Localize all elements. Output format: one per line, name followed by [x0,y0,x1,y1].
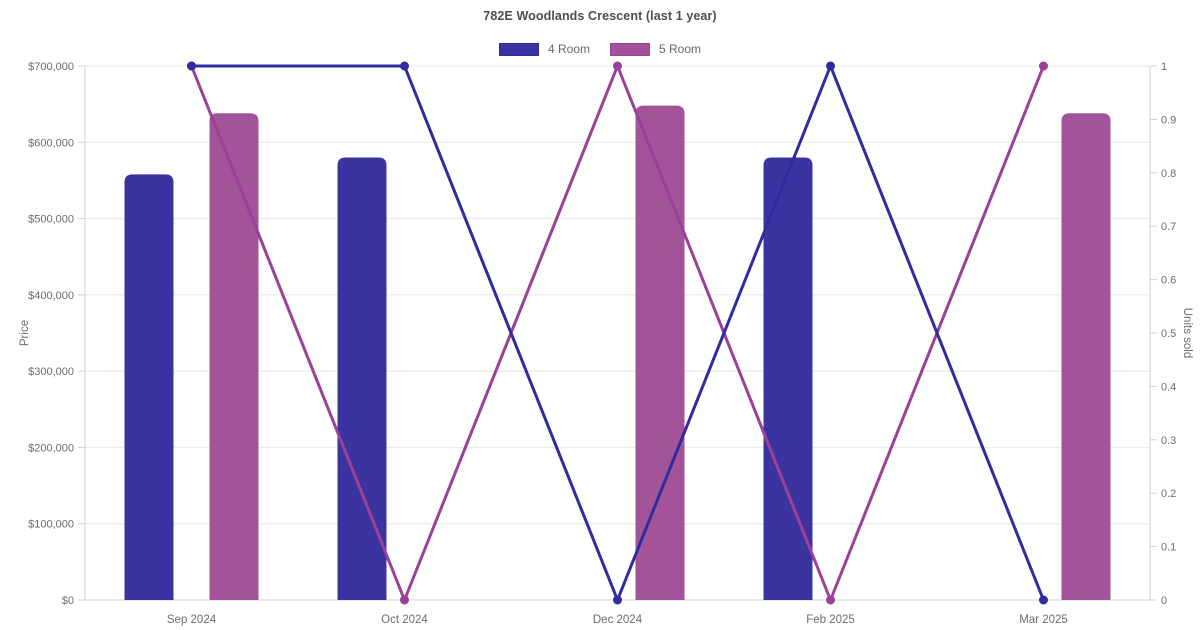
legend-label-5-room: 5 Room [659,42,702,56]
line-4-room [187,61,1048,605]
y-right-tick-label: 0.5 [1161,328,1176,340]
data-point-4-room-4[interactable] [1039,595,1048,605]
y-left-axis-title: Price [19,320,31,346]
y-left-tick-label: $400,000 [28,290,74,302]
axes: $0 $100,000 $200,000 $300,000 $400,000 $500,0… [19,61,1193,626]
y-right-tick-label: 0.2 [1161,488,1176,500]
line-5-room [187,61,1048,605]
y-right-tick-label: 0.1 [1161,542,1176,554]
x-tick-label: Dec 2024 [593,614,643,626]
y-left-tick-label: $700,000 [28,61,74,73]
y-right-tick-label: 1 [1161,61,1167,73]
legend-swatch-4-room [498,42,539,56]
y-right-tick-label: 0.4 [1161,381,1176,393]
y-right-tick-label: 0 [1161,595,1167,607]
y-right-tick-label: 0.9 [1161,114,1176,126]
y-left-tick-label: $0 [62,595,74,607]
chart-legend: 4 Room 5 Room [0,42,1200,56]
bar-4-room-0[interactable] [124,174,174,600]
bar-4-room-3[interactable] [763,157,813,601]
data-point-5-room-3[interactable] [826,595,835,605]
data-point-4-room-3[interactable] [826,61,835,71]
data-point-5-room-4[interactable] [1039,61,1048,71]
legend-swatch-5-room [610,42,650,56]
data-point-5-room-2[interactable] [613,61,622,71]
chart-title: 782E Woodlands Crescent (last 1 year) [483,9,717,23]
legend-item-4-room[interactable]: 4 Room [498,42,590,56]
data-point-4-room-2[interactable] [613,595,622,605]
bar-4-room-1[interactable] [337,157,387,601]
x-tick-label: Mar 2025 [1019,614,1068,626]
data-point-5-room-1[interactable] [400,595,409,605]
y-right-axis-title: Units sold [1181,308,1193,359]
bars-4-room [124,157,813,601]
bars-5-room [209,105,1111,600]
data-point-4-room-0[interactable] [187,61,196,71]
y-right-tick-label: 0.3 [1161,435,1176,447]
y-left-tick-label: $500,000 [28,214,74,226]
y-right-tick-label: 0.7 [1161,221,1176,233]
y-left-tick-label: $600,000 [28,137,74,149]
y-left-tick-label: $300,000 [28,366,74,378]
bar-5-room-0[interactable] [209,113,259,600]
data-point-4-room-1[interactable] [400,61,409,71]
y-right-tick-label: 0.6 [1161,275,1176,287]
bar-5-room-2[interactable] [635,105,685,600]
legend-label-4-room: 4 Room [547,42,590,56]
bar-5-room-4[interactable] [1061,113,1111,600]
y-left-tick-label: $100,000 [28,519,74,531]
y-left-tick-label: $200,000 [28,442,74,454]
gridlines [85,65,1150,601]
legend-item-5-room[interactable]: 5 Room [610,42,701,56]
x-tick-label: Oct 2024 [381,614,428,626]
y-right-tick-label: 0.8 [1161,168,1176,180]
x-tick-label: Sep 2024 [167,614,217,626]
x-tick-label: Feb 2025 [806,614,855,626]
